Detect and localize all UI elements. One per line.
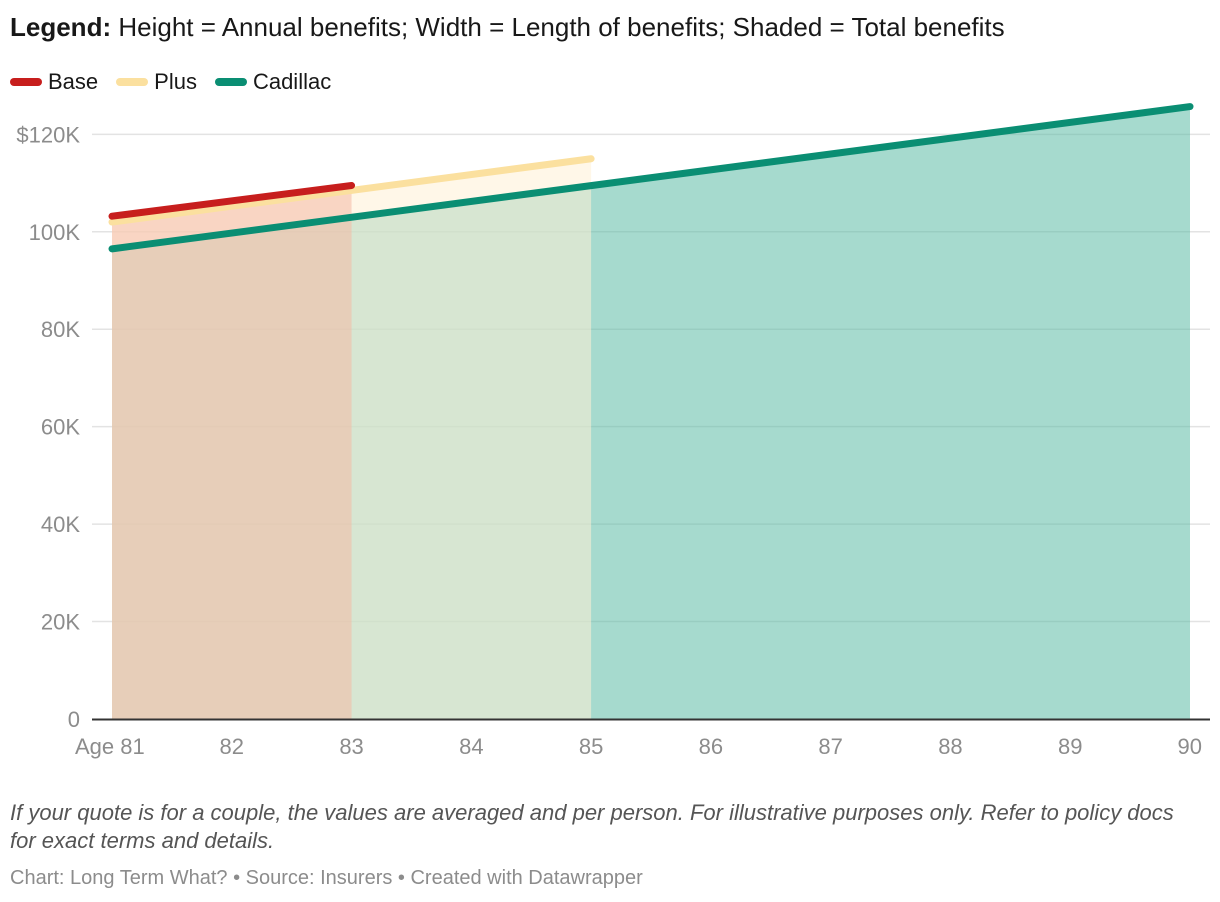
series-legend: Base Plus Cadillac [10, 68, 349, 96]
x-tick-label: 87 [818, 734, 842, 759]
y-tick-label: 20K [41, 610, 80, 635]
x-tick-label: 85 [579, 734, 603, 759]
footnote: If your quote is for a couple, the value… [10, 800, 1174, 853]
legend-description: Height = Annual benefits; Width = Length… [118, 12, 1005, 42]
legend-label-base: Base [48, 69, 99, 94]
x-tick-label: 89 [1058, 734, 1082, 759]
x-tick-label: Age 81 [75, 734, 145, 759]
legend-swatch-cadillac [214, 78, 247, 86]
x-tick-label: 90 [1178, 734, 1202, 759]
y-tick-label: 0 [68, 707, 80, 732]
line-cadillac [108, 103, 1194, 253]
y-tick-label: $120K [16, 122, 80, 147]
x-tick-label: 86 [699, 734, 723, 759]
line-base [108, 182, 356, 220]
line-plus [108, 155, 595, 226]
x-tick-label: 88 [938, 734, 962, 759]
area-chart: 0 20K 40K 60K 80K 100K $120K Age 81 82 83 84 85 86 87… [16, 103, 1210, 759]
legend-item-base: Base [10, 69, 98, 95]
legend-item-plus: Plus [116, 69, 197, 95]
y-tick-label: 100K [29, 220, 81, 245]
benefit-lines [108, 103, 1194, 253]
area-base [112, 185, 352, 720]
y-tick-label: 80K [41, 317, 80, 342]
legend-label-cadillac: Cadillac [252, 69, 332, 94]
y-tick-label: 60K [41, 415, 80, 440]
legend-swatch-base [10, 78, 42, 86]
axes: 0 20K 40K 60K 80K 100K $120K Age 81 82 83 84 85 86 87… [16, 122, 1210, 759]
legend-swatch-plus [116, 78, 149, 86]
x-tick-label: 83 [339, 734, 363, 759]
source-credit: Chart: Long Term What? • Source: Insurer… [10, 867, 643, 889]
chart-header: Legend: Height = Annual benefits; Width … [10, 10, 1005, 44]
x-tick-label: 82 [220, 734, 244, 759]
legend-label-plus: Plus [154, 69, 197, 94]
legend-heading: Legend: [10, 12, 112, 42]
y-tick-label: 40K [41, 512, 80, 537]
legend-item-cadillac: Cadillac [214, 69, 332, 95]
benefit-areas [112, 106, 1190, 720]
x-tick-label: 84 [459, 734, 483, 759]
